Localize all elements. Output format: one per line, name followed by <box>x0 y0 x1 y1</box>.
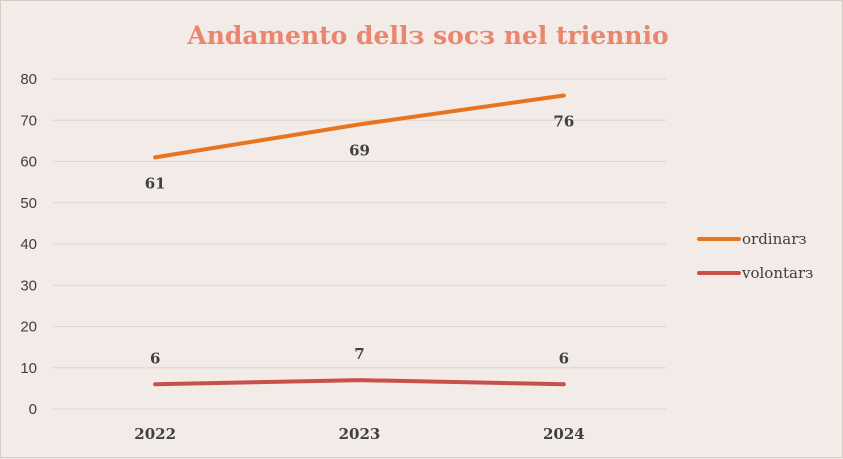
y-tick-label: 10 <box>20 360 37 377</box>
y-tick-label: 80 <box>20 71 37 88</box>
y-tick-label: 70 <box>20 112 37 129</box>
series-line-0 <box>153 93 566 160</box>
y-tick-label: 0 <box>29 401 37 418</box>
y-tick-label: 60 <box>20 154 37 171</box>
data-label: 6 <box>150 349 160 367</box>
data-label: 76 <box>553 113 574 131</box>
y-tick-label: 30 <box>20 277 37 294</box>
x-axis: 2022 2023 2024 <box>134 425 584 443</box>
series-line-1 <box>153 378 566 387</box>
gridlines <box>53 78 666 410</box>
legend-label: volontarз <box>741 264 813 282</box>
data-label: 61 <box>145 174 166 192</box>
y-axis: 0 10 20 30 40 50 60 70 80 <box>20 71 37 418</box>
legend: ordinarз volontarз <box>697 230 813 282</box>
series-lines <box>153 93 566 387</box>
data-label: 6 <box>559 349 569 367</box>
legend-label: ordinarз <box>742 230 807 248</box>
x-tick-label: 2023 <box>339 425 381 443</box>
chart-title: Andamento dellз socз nel triennio <box>186 21 668 50</box>
y-tick-label: 40 <box>20 236 37 253</box>
y-tick-label: 50 <box>20 195 37 212</box>
x-tick-label: 2024 <box>543 425 585 443</box>
y-tick-label: 20 <box>20 319 37 336</box>
data-label: 69 <box>349 141 370 159</box>
data-label: 7 <box>354 345 364 363</box>
x-tick-label: 2022 <box>134 425 176 443</box>
